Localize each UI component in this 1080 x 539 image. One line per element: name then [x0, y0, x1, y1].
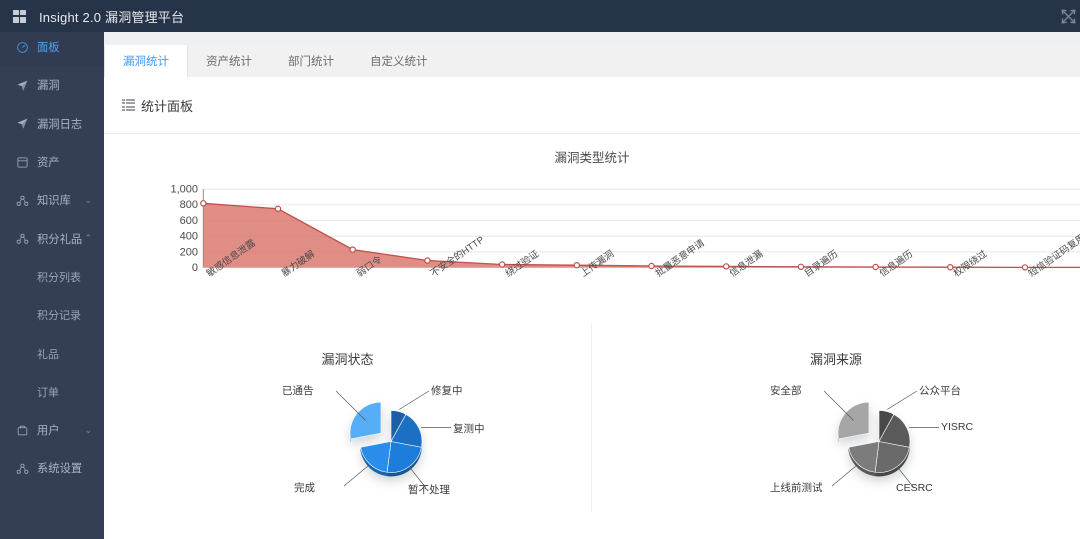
svg-text:1,000: 1,000: [170, 184, 198, 196]
svg-text:600: 600: [180, 215, 198, 227]
svg-text:200: 200: [180, 246, 198, 258]
svg-text:800: 800: [180, 199, 198, 211]
svg-text:400: 400: [180, 231, 198, 243]
